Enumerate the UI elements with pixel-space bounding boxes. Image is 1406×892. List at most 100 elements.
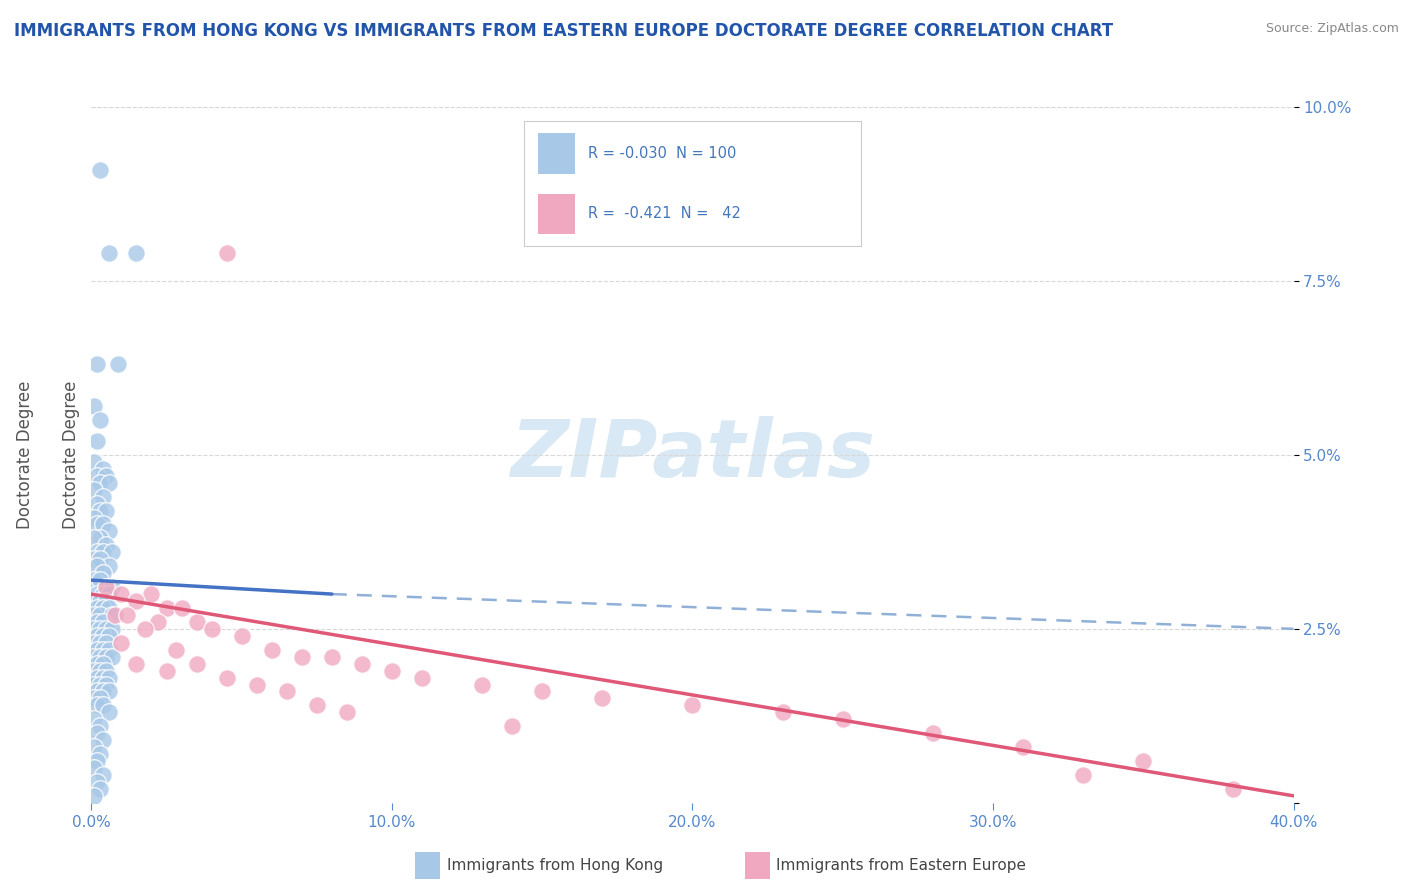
Point — [93, 587, 115, 601]
Point — [101, 622, 124, 636]
Point — [125, 594, 148, 608]
Point — [186, 657, 208, 671]
Point — [101, 580, 124, 594]
Point — [98, 629, 121, 643]
Point — [86, 434, 108, 448]
Point — [336, 706, 359, 720]
Point — [89, 664, 111, 678]
Point — [1222, 781, 1244, 796]
Point — [83, 607, 105, 622]
Point — [89, 747, 111, 761]
Point — [86, 615, 108, 629]
Text: Doctorate Degree: Doctorate Degree — [17, 381, 34, 529]
Point — [89, 677, 111, 691]
Point — [291, 649, 314, 664]
Y-axis label: Doctorate Degree: Doctorate Degree — [62, 381, 80, 529]
Point — [93, 517, 115, 532]
Point — [831, 712, 853, 726]
Point — [107, 358, 129, 372]
Point — [89, 413, 111, 427]
Point — [96, 580, 118, 594]
Point — [89, 573, 111, 587]
Point — [86, 601, 108, 615]
Point — [922, 726, 945, 740]
Point — [86, 726, 108, 740]
Point — [86, 468, 108, 483]
Point — [89, 162, 111, 177]
Point — [86, 657, 108, 671]
Point — [681, 698, 703, 713]
Point — [1132, 754, 1154, 768]
Point — [186, 615, 208, 629]
Point — [86, 684, 108, 698]
Point — [98, 671, 121, 685]
Point — [83, 712, 105, 726]
Point — [86, 671, 108, 685]
Point — [531, 684, 554, 698]
Point — [215, 671, 238, 685]
Point — [772, 706, 794, 720]
Point — [101, 607, 124, 622]
Text: Immigrants from Hong Kong: Immigrants from Hong Kong — [447, 858, 664, 872]
Point — [86, 642, 108, 657]
Point — [83, 636, 105, 650]
Point — [201, 622, 224, 636]
Point — [591, 691, 613, 706]
Point — [83, 594, 105, 608]
Point — [93, 490, 115, 504]
Point — [86, 629, 108, 643]
Point — [83, 483, 105, 497]
Point — [98, 559, 121, 574]
Point — [83, 552, 105, 566]
Point — [110, 587, 132, 601]
Point — [1012, 740, 1035, 755]
Point — [98, 475, 121, 490]
Point — [96, 538, 118, 552]
Point — [86, 497, 108, 511]
Point — [96, 594, 118, 608]
Point — [93, 684, 115, 698]
Point — [104, 607, 127, 622]
Point — [93, 601, 115, 615]
Point — [83, 622, 105, 636]
Point — [83, 532, 105, 546]
Point — [89, 719, 111, 733]
Point — [96, 580, 118, 594]
Point — [246, 677, 269, 691]
Point — [98, 642, 121, 657]
Point — [93, 642, 115, 657]
Point — [93, 629, 115, 643]
Point — [89, 649, 111, 664]
Text: Source: ZipAtlas.com: Source: ZipAtlas.com — [1265, 22, 1399, 36]
Point — [96, 664, 118, 678]
Point — [141, 587, 163, 601]
Point — [83, 573, 105, 587]
Point — [93, 733, 115, 747]
Point — [98, 524, 121, 539]
Point — [83, 399, 105, 413]
Point — [86, 587, 108, 601]
Point — [117, 607, 139, 622]
Point — [93, 615, 115, 629]
Point — [165, 642, 187, 657]
Point — [89, 594, 111, 608]
Point — [471, 677, 494, 691]
Point — [89, 691, 111, 706]
Point — [411, 671, 433, 685]
Point — [93, 462, 115, 476]
Point — [125, 657, 148, 671]
Point — [86, 517, 108, 532]
Point — [89, 622, 111, 636]
Point — [381, 664, 404, 678]
Point — [93, 768, 115, 782]
Point — [501, 719, 523, 733]
Point — [260, 642, 283, 657]
Point — [96, 503, 118, 517]
Point — [83, 761, 105, 775]
Point — [93, 566, 115, 581]
Point — [96, 636, 118, 650]
Point — [321, 649, 343, 664]
Point — [146, 615, 169, 629]
Point — [89, 607, 111, 622]
Point — [96, 649, 118, 664]
